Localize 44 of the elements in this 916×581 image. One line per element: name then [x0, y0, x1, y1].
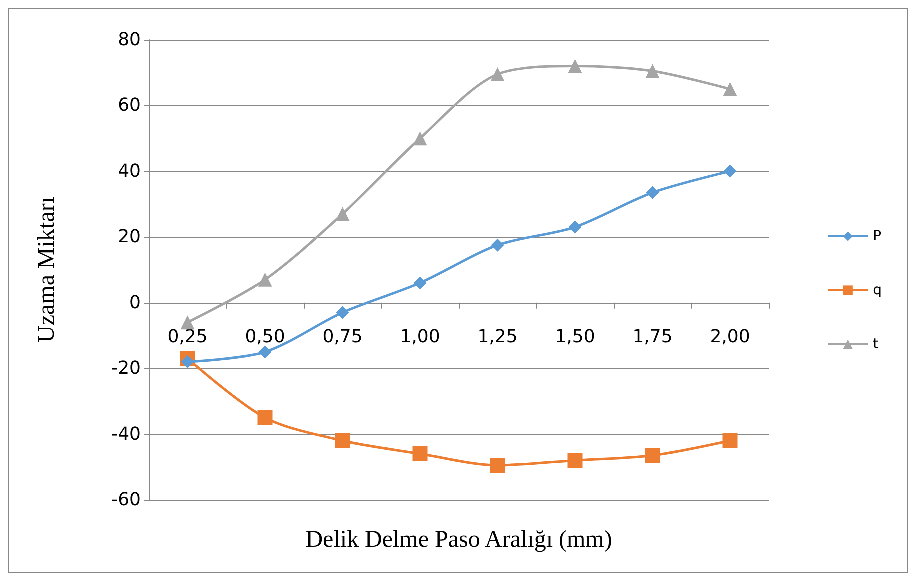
point [646, 64, 660, 78]
point [258, 346, 272, 359]
point [490, 68, 505, 82]
x-tick-label: 1,75 [632, 326, 673, 348]
point [491, 238, 504, 252]
point [258, 272, 272, 287]
point [645, 448, 660, 464]
legend-label: P [873, 228, 882, 244]
y-tick-label: -20 [112, 358, 141, 380]
point [568, 453, 583, 468]
x-tick-label: 1,50 [555, 326, 596, 348]
y-tick-label: 40 [118, 160, 141, 182]
point [724, 164, 737, 178]
y-axis-title: Uzama Miktarı [34, 196, 60, 343]
point [722, 433, 738, 448]
legend-label: q [873, 282, 882, 298]
y-tick-label: 80 [118, 30, 141, 50]
x-tick-label: 1,00 [400, 326, 440, 348]
x-tick-label: 0,25 [168, 326, 208, 348]
point [336, 207, 350, 222]
y-tick-label: -40 [112, 424, 141, 445]
point [180, 316, 195, 330]
y-tick-label: 20 [118, 226, 141, 248]
point [490, 458, 506, 473]
y-tick-label: 60 [118, 95, 141, 116]
point [723, 82, 738, 96]
point [568, 59, 582, 74]
point [412, 446, 428, 462]
y-tick-label: -60 [112, 490, 141, 510]
point [414, 276, 427, 290]
legend-label: t [873, 336, 880, 352]
x-tick-label: 1,25 [478, 326, 518, 348]
point [258, 410, 273, 426]
point [568, 220, 582, 234]
point [181, 356, 194, 368]
point [413, 132, 428, 146]
x-tick-label: 0,75 [322, 326, 363, 348]
y-tick-label: 0 [130, 292, 141, 314]
point [646, 186, 660, 200]
x-tick-label: 0,50 [245, 326, 286, 348]
point [336, 306, 350, 320]
x-tick-label: 2,00 [710, 326, 750, 348]
point [335, 433, 350, 448]
x-axis-title: Delik Delme Paso Aralığı (mm) [306, 526, 612, 553]
